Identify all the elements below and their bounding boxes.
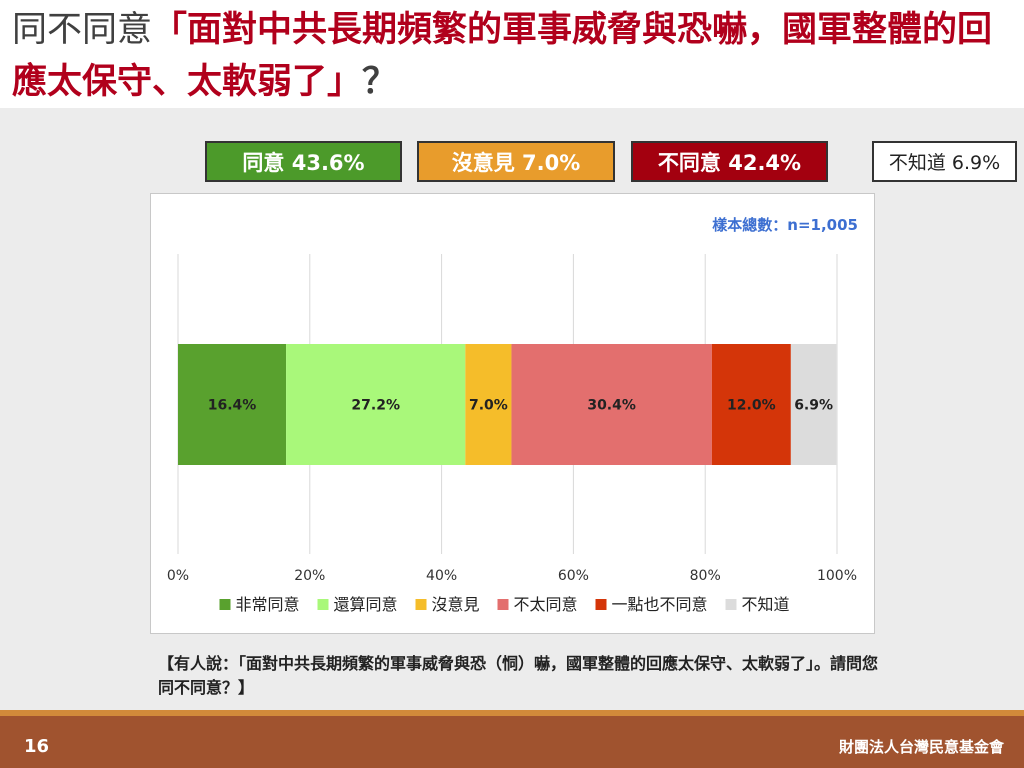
title-band — [0, 0, 1024, 108]
data-label: 6.9% — [794, 398, 833, 414]
x-tick-label: 80% — [690, 568, 721, 584]
bar-segment — [711, 344, 791, 465]
data-label: 7.0% — [469, 398, 508, 414]
sample-size: 樣本總數：n=1,005 — [712, 216, 858, 234]
legend-label: 沒意見 — [432, 595, 480, 614]
title-quote: 「面對中共長期頻繁的軍事威脅與恐嚇，國軍整體的回應太保守、太軟弱了」 — [12, 10, 993, 102]
bar-segment — [465, 344, 512, 465]
legend-label: 非常同意 — [236, 595, 300, 614]
legend-label: 還算同意 — [334, 595, 398, 614]
page-title: 同不同意「面對中共長期頻繁的軍事威脅與恐嚇，國軍整體的回應太保守、太軟弱了」？ — [12, 4, 1012, 108]
bar-segment — [178, 344, 287, 465]
organization-name: 財團法人台灣民意基金會 — [838, 738, 1004, 756]
bar-segment — [790, 344, 837, 465]
page-number: 16 — [24, 736, 50, 757]
data-label: 27.2% — [351, 398, 400, 414]
x-tick-label: 100% — [817, 568, 857, 584]
legend-label: 不太同意 — [514, 595, 578, 614]
question-note: 【有人說：「面對中共長期頻繁的軍事威脅與恐（恫）嚇，國軍整體的回應太保守、太軟弱… — [158, 654, 879, 697]
summary-agree: 同意 43.6% — [205, 141, 402, 182]
legend-swatch — [595, 599, 607, 610]
legend-swatch — [725, 599, 737, 610]
x-tick-label: 0% — [167, 568, 189, 584]
footer: 16 財團法人台灣民意基金會 — [0, 710, 1024, 768]
x-tick-label: 20% — [294, 568, 325, 584]
data-label: 16.4% — [208, 398, 257, 414]
x-tick-label: 40% — [426, 568, 457, 584]
bar-segment — [511, 344, 712, 465]
legend-swatch — [497, 599, 509, 610]
stacked-bar-chart: 0% 20% 40% 60% 80% 100% 16.4% 27.2% 7.0% 30.4% 12.… — [167, 254, 857, 614]
bar-segment — [286, 344, 466, 465]
legend-label: 不知道 — [742, 595, 790, 614]
summary-no-opinion: 沒意見 7.0% — [417, 141, 615, 182]
legend-label: 一點也不同意 — [612, 595, 708, 614]
title-tail: ？ — [362, 62, 398, 102]
legend-swatch — [317, 599, 329, 610]
legend-swatch — [415, 599, 427, 610]
data-label: 12.0% — [727, 398, 776, 414]
x-tick-label: 60% — [558, 568, 589, 584]
chart-panel: 樣本總數：n=1,005 0% 20% 40% 60% 80% 100% 16.4% 27.2… — [150, 193, 875, 634]
summary-unknown: 不知道 6.9% — [872, 141, 1017, 182]
data-label: 30.4% — [587, 398, 636, 414]
legend-swatch — [219, 599, 231, 610]
title-lead: 同不同意 — [12, 10, 153, 50]
summary-disagree: 不同意 42.4% — [631, 141, 828, 182]
